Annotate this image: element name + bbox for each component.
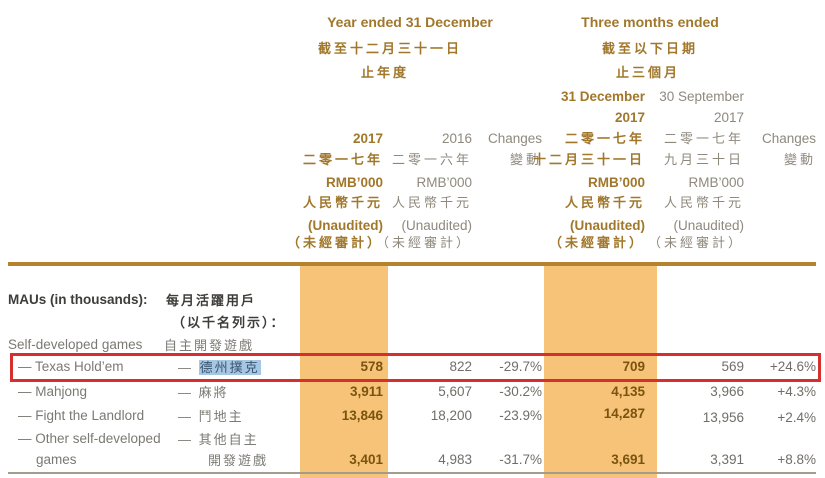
cell-other-fy2017: 3,401 bbox=[349, 452, 383, 467]
dash: — bbox=[178, 360, 199, 375]
cell-texas-fy2017: 578 bbox=[360, 359, 383, 374]
col-fy2016-unit: RMB’000 bbox=[416, 175, 472, 190]
cell-other-fy-change: -31.7% bbox=[499, 452, 542, 467]
quarter-group-title: Three months ended bbox=[581, 14, 719, 30]
cell-texas-q-dec: 709 bbox=[622, 359, 645, 374]
col-dec2017-date: 31 December bbox=[560, 89, 645, 104]
col-fy2016-audited: (Unaudited) bbox=[401, 218, 472, 233]
row-other-label-line2: games bbox=[36, 452, 77, 467]
col-fy2017-unit-zh: 人民幣千元 bbox=[302, 195, 383, 210]
cell-mahjong-q-change: +4.3% bbox=[777, 384, 816, 399]
col-q-changes-label-zh: 變動 bbox=[783, 152, 816, 167]
row-landlord-label-zh: — 鬥地主 bbox=[178, 409, 244, 424]
col-sep2017-date-zh: 九月三十日 bbox=[663, 152, 744, 167]
highlight-band-q-dec2017 bbox=[544, 266, 657, 478]
quarter-group-subtitle-zh2: 止三個月 bbox=[615, 65, 680, 80]
col-fy2016-unit-zh: 人民幣千元 bbox=[391, 195, 472, 210]
col-fy2016-year: 2016 bbox=[441, 131, 472, 146]
col-fy-changes-label-zh: 變動 bbox=[509, 152, 542, 167]
cell-mahjong-fy2017: 3,911 bbox=[349, 384, 383, 399]
col-sep2017-audited-zh: （未經審計） bbox=[647, 235, 744, 250]
cell-other-q-dec: 3,691 bbox=[611, 452, 645, 467]
cell-texas-q-change: +24.6% bbox=[769, 359, 816, 374]
section-self-developed-label: Self-developed games bbox=[8, 337, 143, 352]
year-group-subtitle-zh1: 截至十二月三十一日 bbox=[317, 41, 462, 56]
col-fy2017-year-zh: 二零一七年 bbox=[302, 152, 383, 167]
cell-landlord-fy-change: -23.9% bbox=[499, 408, 542, 423]
table-bottom-rule bbox=[8, 472, 816, 474]
section-maus-label: MAUs (in thousands): bbox=[8, 292, 148, 307]
col-sep2017-year-zh: 二零一七年 bbox=[663, 131, 744, 146]
cell-other-fy2016: 4,983 bbox=[438, 452, 472, 467]
col-fy2017-unit: RMB’000 bbox=[325, 175, 383, 190]
col-sep2017-audited: (Unaudited) bbox=[673, 218, 744, 233]
highlight-band-fy2017 bbox=[300, 266, 388, 478]
col-fy-changes-label: Changes bbox=[487, 131, 542, 146]
cell-landlord-q-change: +2.4% bbox=[777, 410, 816, 425]
col-sep2017-date: 30 September bbox=[659, 89, 744, 104]
row-mahjong-label-zh: — 麻將 bbox=[178, 385, 229, 400]
cell-mahjong-fy2016: 5,607 bbox=[438, 384, 472, 399]
col-fy2016-year-zh: 二零一六年 bbox=[391, 152, 472, 167]
row-mahjong-label: — Mahjong bbox=[18, 384, 88, 399]
row-landlord-label: — Fight the Landlord bbox=[18, 408, 145, 423]
table-top-rule bbox=[8, 262, 816, 266]
year-group-subtitle-zh2: 止年度 bbox=[360, 65, 409, 80]
selected-text-texas-zh: 德州撲克 bbox=[198, 360, 261, 375]
cell-mahjong-q-dec: 4,135 bbox=[611, 384, 645, 399]
row-texas-label-zh: — 德州撲克 bbox=[178, 360, 261, 376]
annotation-red-box bbox=[10, 353, 821, 382]
cell-texas-q-sep: 569 bbox=[721, 359, 744, 374]
section-maus-label-zh2: （以千名列示）： bbox=[172, 315, 286, 330]
cell-texas-fy2016: 822 bbox=[449, 359, 472, 374]
section-self-developed-label-zh: 自主開發遊戲 bbox=[164, 338, 255, 353]
col-sep2017-unit: RMB’000 bbox=[688, 175, 744, 190]
cell-landlord-fy2016: 18,200 bbox=[430, 408, 472, 423]
col-dec2017-date-year: 2017 bbox=[614, 110, 645, 125]
col-dec2017-year-zh: 二零一七年 bbox=[564, 131, 645, 146]
col-dec2017-audited-zh: （未經審計） bbox=[548, 235, 645, 250]
cell-landlord-q-dec: 14,287 bbox=[603, 406, 645, 421]
col-dec2017-unit-zh: 人民幣千元 bbox=[564, 195, 645, 210]
cell-mahjong-fy-change: -30.2% bbox=[499, 384, 542, 399]
row-texas-label: — Texas Hold’em bbox=[18, 359, 124, 374]
row-other-label-zh-line2: 開發遊戲 bbox=[208, 453, 269, 468]
col-sep2017-date-year: 2017 bbox=[713, 110, 744, 125]
col-fy2017-audited: (Unaudited) bbox=[308, 218, 383, 233]
col-sep2017-unit-zh: 人民幣千元 bbox=[663, 195, 744, 210]
section-maus-label-zh: 每月活躍用戶 bbox=[166, 293, 257, 308]
row-other-label: — Other self-developed bbox=[18, 431, 161, 446]
cell-landlord-q-sep: 13,956 bbox=[702, 410, 744, 425]
col-dec2017-audited: (Unaudited) bbox=[570, 218, 645, 233]
cell-texas-fy-change: -29.7% bbox=[499, 359, 542, 374]
quarter-group-subtitle-zh1: 截至以下日期 bbox=[601, 41, 698, 56]
col-fy2017-audited-zh: （未經審計） bbox=[286, 235, 383, 250]
row-other-label-zh: — 其他自主 bbox=[178, 432, 259, 447]
col-fy2016-audited-zh: （未經審計） bbox=[375, 235, 472, 250]
cell-other-q-change: +8.8% bbox=[777, 452, 816, 467]
col-fy2017-year: 2017 bbox=[352, 131, 383, 146]
year-group-title: Year ended 31 December bbox=[327, 14, 493, 30]
col-q-changes-label: Changes bbox=[761, 131, 816, 146]
cell-other-q-sep: 3,391 bbox=[710, 452, 744, 467]
cell-mahjong-q-sep: 3,966 bbox=[710, 384, 744, 399]
cell-landlord-fy2017: 13,846 bbox=[341, 408, 383, 423]
col-dec2017-unit: RMB’000 bbox=[587, 175, 645, 190]
col-dec2017-date-zh: 十二月三十一日 bbox=[532, 152, 645, 167]
